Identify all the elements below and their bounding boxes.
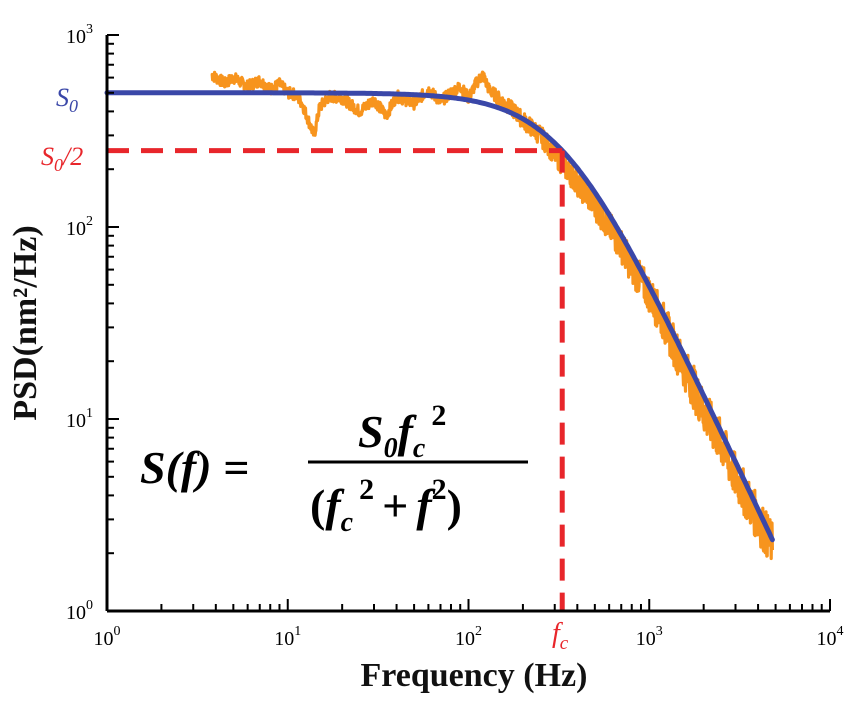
equation: S(f) = S0fc2 (fc2 + f2) — [140, 399, 528, 538]
equation-lhs: S(f) = — [140, 442, 249, 493]
y-tick-label: 102 — [66, 214, 93, 240]
y-axis-title: PSD(nm²/Hz) — [7, 225, 44, 420]
measured-psd-series — [210, 70, 774, 561]
x-tick-label: 101 — [274, 624, 301, 650]
plot-area — [104, 70, 775, 611]
x-tick-label: 102 — [455, 624, 482, 650]
tick-marks — [106, 34, 831, 612]
x-tick-label: 104 — [817, 624, 844, 650]
x-tick-label: 100 — [94, 624, 121, 650]
half-s0-label: S0/2 — [41, 142, 83, 175]
fc-label: fc — [552, 618, 569, 654]
x-axis-title: Frequency (Hz) — [361, 657, 588, 694]
y-tick-label: 101 — [66, 406, 93, 432]
equation-numerator: S0fc2 — [358, 399, 446, 464]
tick-labels: 100 101 102 103 104 100 101 102 103 — [66, 22, 844, 650]
equation-denominator: (fc2 + f2) — [310, 473, 462, 538]
s0-label: S0 — [56, 83, 78, 116]
y-tick-label: 103 — [66, 22, 93, 48]
lorentzian-fit-line — [104, 90, 775, 543]
y-tick-label: 100 — [66, 598, 93, 624]
x-tick-label: 103 — [636, 624, 663, 650]
